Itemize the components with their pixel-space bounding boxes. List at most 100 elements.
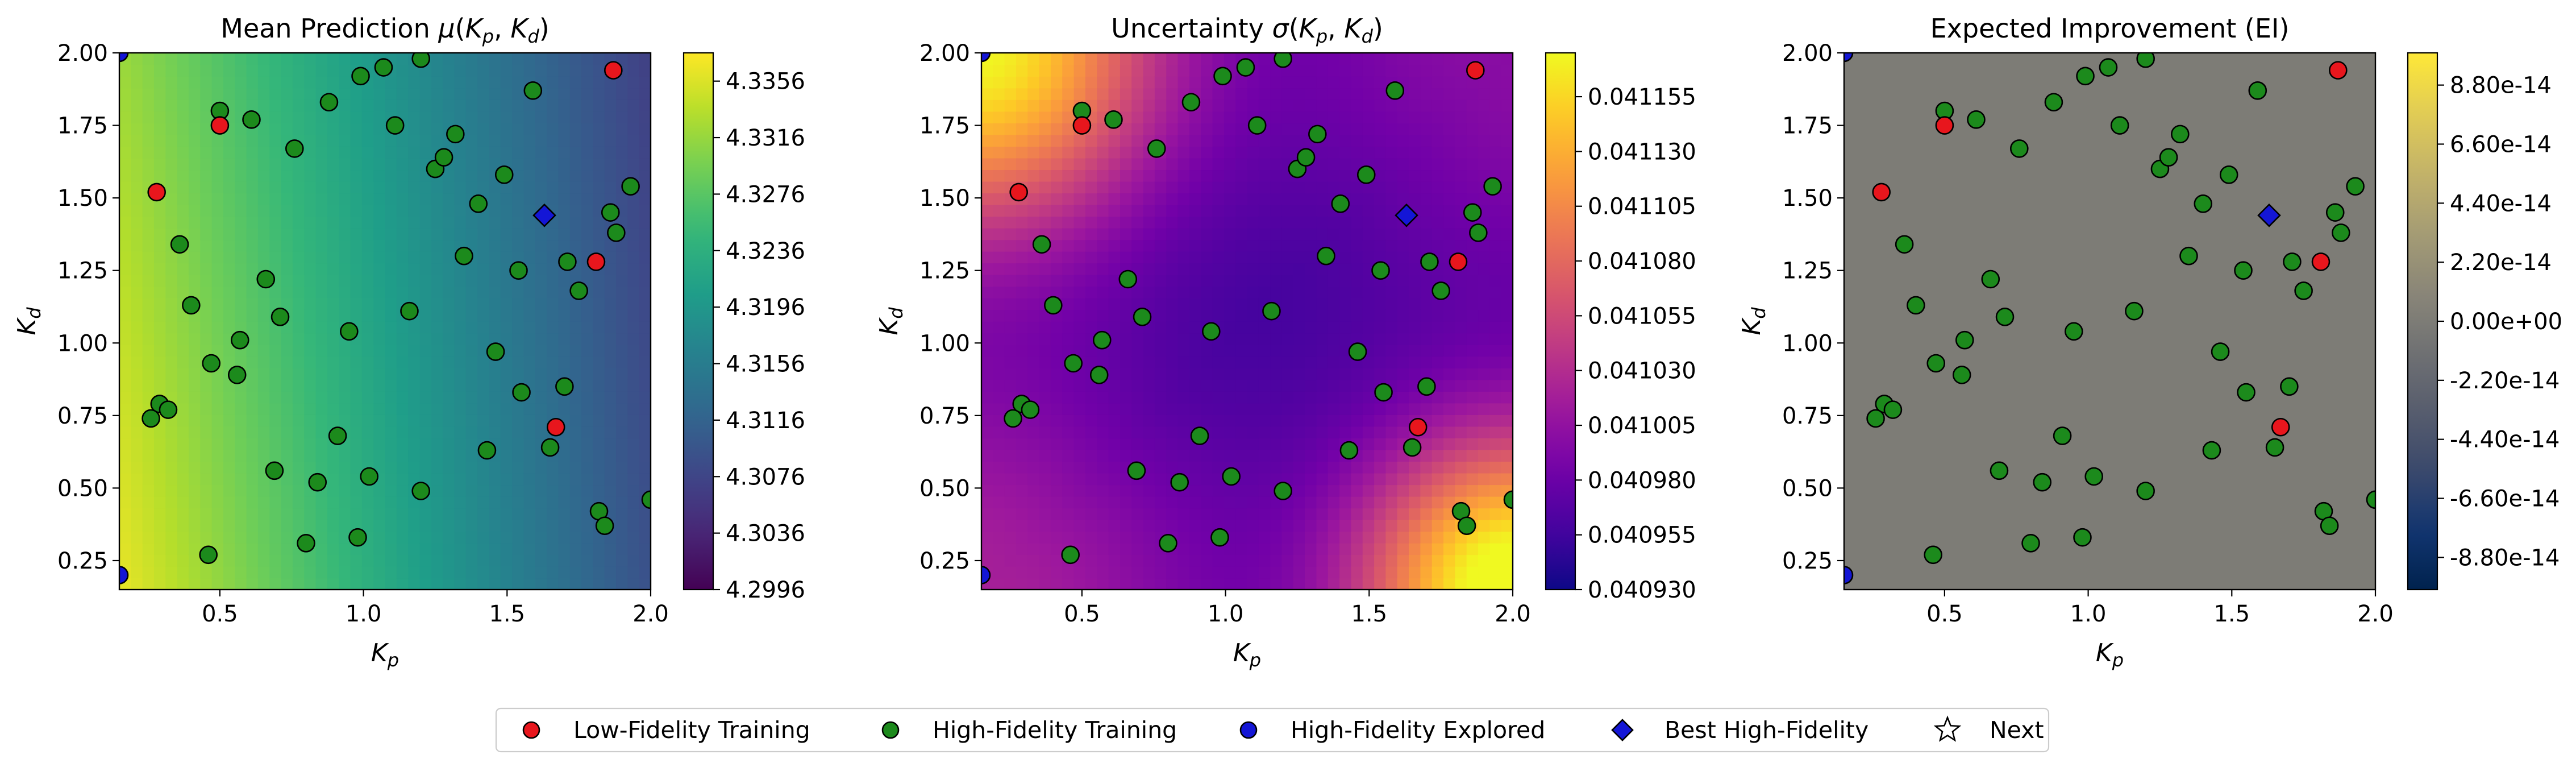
high-fidelity-training-point (2237, 383, 2255, 402)
low-fidelity-training-point (1449, 252, 1468, 271)
y-axis-label: Kd (875, 307, 907, 335)
high-fidelity-training-point (1308, 125, 1327, 144)
y-tick-label: 0.50 (1782, 475, 1833, 501)
x-tick-label: 1.0 (1208, 601, 1244, 627)
heatmap-field (119, 53, 651, 590)
colorbar-tick-label: -4.40e-14 (2450, 427, 2560, 453)
chart-title: Uncertainty σ(Kp, Kd) (1111, 13, 1383, 47)
high-fidelity-training-point (2073, 528, 2092, 547)
colorbar-tick-label: 4.3156 (726, 351, 805, 378)
colorbar: 4.2996 4.3036 4.3076 4.3116 4.3156 4.3196 4.32… (683, 52, 805, 603)
high-fidelity-training-point (1483, 177, 1502, 196)
low-fidelity-training-point (604, 61, 623, 80)
high-fidelity-training-point (1181, 93, 1201, 112)
y-axis-label: Kd (1737, 307, 1770, 335)
high-fidelity-training-point (1127, 461, 1146, 480)
high-fidelity-training-point (2248, 81, 2267, 100)
high-fidelity-training-point (2219, 165, 2238, 184)
high-fidelity-training-point (2265, 438, 2284, 457)
high-fidelity-training-point (1995, 308, 2015, 326)
colorbar-tick-label: 4.2996 (726, 577, 805, 603)
high-fidelity-training-point (2110, 116, 2129, 135)
y-tick-label: 0.75 (919, 403, 970, 429)
colorbar-tick-label: 0.041080 (1588, 248, 1696, 275)
high-fidelity-training-point (1417, 377, 1436, 396)
high-fidelity-training-point (1064, 354, 1083, 373)
legend-item: High-Fidelity Explored (1239, 716, 1545, 744)
high-fidelity-training-point (1371, 261, 1390, 280)
high-fidelity-training-point (1503, 490, 1513, 509)
colorbar-tick-label: 6.60e-14 (2450, 131, 2552, 157)
low-fidelity-training-point (546, 417, 565, 437)
high-fidelity-training-point (1374, 383, 1393, 402)
legend-marker (1239, 721, 1258, 739)
high-fidelity-training-point (2136, 53, 2155, 68)
high-fidelity-training-point (1967, 110, 1986, 129)
high-fidelity-training-point (641, 490, 651, 509)
low-fidelity-training-point (1466, 61, 1485, 80)
x-tick-label: 2.0 (632, 601, 669, 627)
y-tick-label: 1.50 (919, 185, 970, 212)
high-fidelity-training-point (1356, 165, 1376, 184)
y-tick-label: 1.00 (57, 330, 108, 356)
high-fidelity-training-point (558, 252, 577, 271)
x-tick-label: 1.0 (346, 601, 382, 627)
high-fidelity-training-point (1274, 482, 1292, 500)
high-fidelity-training-point (1895, 235, 1914, 254)
low-fidelity-training-point (1408, 417, 1428, 437)
high-fidelity-training-point (2053, 426, 2072, 445)
high-fidelity-training-point (1463, 203, 1482, 222)
high-fidelity-training-point (348, 528, 367, 547)
high-fidelity-training-point (1981, 270, 2000, 289)
high-fidelity-training-point (1222, 467, 1241, 486)
y-tick-label: 2.00 (919, 40, 970, 67)
high-fidelity-training-point (1866, 409, 1885, 428)
high-fidelity-explored-point (981, 566, 991, 584)
colorbar-tick-label: 0.040980 (1588, 467, 1696, 494)
high-fidelity-training-point (2320, 516, 2339, 536)
high-fidelity-training-point (411, 482, 430, 500)
x-tick-label: 1.5 (489, 601, 525, 627)
best-high-fidelity-point (1395, 203, 1418, 227)
high-fidelity-training-point (360, 467, 379, 486)
high-fidelity-training-point (2125, 301, 2144, 321)
high-fidelity-training-point (400, 301, 419, 321)
colorbar-tick-label: 4.3196 (726, 295, 805, 321)
high-fidelity-training-point (607, 223, 626, 242)
y-tick-label: 2.00 (1782, 40, 1833, 67)
low-fidelity-training-point (2328, 61, 2348, 80)
legend: Low-Fidelity Training High-Fidelity Train… (495, 707, 2050, 753)
high-fidelity-training-point (509, 261, 528, 280)
high-fidelity-training-point (512, 383, 531, 402)
x-tick-label: 0.5 (1064, 601, 1100, 627)
high-fidelity-training-point (1118, 270, 1138, 289)
y-tick-label: 1.00 (919, 330, 970, 356)
colorbar-tick-label: -2.20e-14 (2450, 368, 2560, 394)
y-tick-label: 1.25 (1782, 258, 1833, 284)
high-fidelity-explored-point (119, 53, 129, 63)
x-tick-label: 1.0 (2070, 601, 2107, 627)
legend-marker (1611, 719, 1634, 741)
high-fidelity-training-point (2076, 67, 2095, 86)
colorbar-tick-label: 4.3236 (726, 238, 805, 264)
high-fidelity-training-point (2294, 281, 2313, 300)
legend-marker (881, 721, 900, 739)
y-tick-label: 1.75 (57, 113, 108, 139)
high-fidelity-training-point (1469, 223, 1488, 242)
low-fidelity-training-point (147, 183, 167, 202)
high-fidelity-training-point (374, 58, 393, 77)
colorbar-tick-label: 4.40e-14 (2450, 190, 2552, 217)
x-axis-label: Kp (1233, 639, 1261, 671)
high-fidelity-training-point (2346, 177, 2365, 196)
high-fidelity-training-point (2009, 139, 2029, 158)
high-fidelity-training-point (202, 354, 221, 373)
plot-frame (980, 52, 1514, 591)
colorbar-tick-label: 4.3076 (726, 464, 805, 490)
high-fidelity-training-point (1092, 330, 1112, 350)
high-fidelity-training-point (297, 534, 315, 553)
chart-title: Expected Improvement (EI) (1930, 13, 2290, 44)
high-fidelity-training-point (1202, 322, 1221, 341)
high-fidelity-training-point (319, 93, 339, 112)
legend-label: Low-Fidelity Training (573, 716, 810, 744)
low-fidelity-training-point (586, 252, 606, 271)
